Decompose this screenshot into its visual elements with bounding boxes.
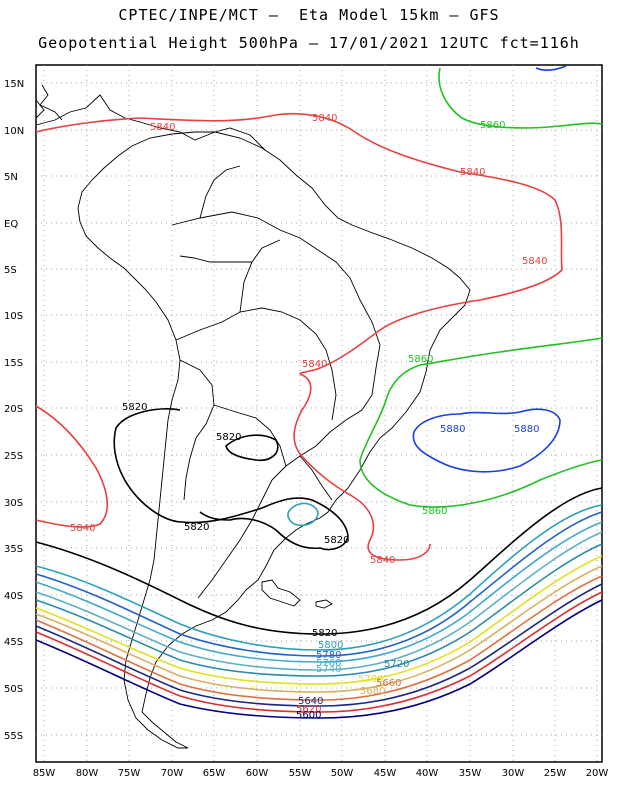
contour-5760-band [35, 521, 603, 663]
lat-tick-label: 35S [4, 544, 23, 555]
contour-5840-north [35, 112, 563, 375]
contour-low-center [287, 502, 319, 527]
contour-label: 5680 [360, 686, 385, 697]
title-line-2: Geopotential Height 500hPa – 17/01/2021 … [38, 34, 580, 52]
lat-tick-label: 15S [4, 358, 23, 369]
lat-tick-label: 5S [4, 265, 17, 276]
contour-label: 5880 [514, 424, 539, 435]
lat-tick-label: 20S [4, 404, 23, 415]
lat-tick-label: 45S [4, 637, 23, 648]
contour-label: 5820 [184, 522, 209, 533]
contour-5700-band [35, 555, 603, 685]
contour-label: 5860 [480, 120, 505, 131]
contour-5640-band [35, 583, 603, 707]
lat-tick-label: 25S [4, 451, 23, 462]
contour-label: 5840 [312, 113, 337, 124]
contour-5720-band [35, 543, 603, 677]
contour-5800-band [35, 504, 603, 651]
coastlines [35, 84, 471, 749]
contour-label: 5820 [216, 432, 241, 443]
contour-label: 5820 [324, 535, 349, 546]
contour-5780-band [35, 511, 603, 657]
lat-tick-label: EQ [4, 219, 18, 230]
contour-5660-band [35, 575, 603, 701]
lon-tick-label: 35W [459, 768, 482, 779]
contour-label: 5860 [422, 506, 447, 517]
lat-tick-label: 5N [4, 172, 18, 183]
contour-5600-band [35, 599, 603, 719]
lon-tick-label: 45W [374, 768, 397, 779]
contour-5820-inner [225, 434, 279, 462]
contour-5840-south [293, 373, 431, 561]
contour-labels: 5840 5840 5840 5840 5840 5840 5840 5860 5860 5860… [70, 113, 547, 721]
lat-tick-label: 15N [4, 79, 24, 90]
lat-tick-label: 50S [4, 684, 23, 695]
lon-tick-label: 75W [118, 768, 141, 779]
contour-label: 5860 [408, 354, 433, 365]
contour-label: 5820 [122, 402, 147, 413]
contour-label: 5840 [522, 256, 547, 267]
lon-tick-label: 20W [586, 768, 609, 779]
contour-label: 5840 [460, 167, 485, 178]
contour-5680-band [35, 565, 603, 693]
lat-tick-label: 10N [4, 126, 24, 137]
contour-label: 5640 [298, 696, 323, 707]
contour-label: 5840 [302, 359, 327, 370]
title-line-1: CPTEC/INPE/MCT – Eta Model 15km – GFS [118, 6, 500, 24]
contour-5860-north [438, 67, 603, 129]
contour-5820-west [113, 408, 349, 551]
contour-5840-west [35, 405, 109, 528]
lon-tick-label: 65W [203, 768, 226, 779]
contour-label: 5660 [376, 678, 401, 689]
contour-label: 5800 [318, 640, 343, 651]
contour-5820-band [35, 487, 603, 635]
contour-label: 5880 [440, 424, 465, 435]
lat-tick-label: 10S [4, 311, 23, 322]
contour-label: 5820 [312, 628, 337, 639]
contour-5860-mid [359, 337, 603, 508]
lat-lon-grid [36, 65, 602, 762]
contour-5880-north [535, 65, 567, 71]
contour-label: 5740 [316, 664, 341, 675]
contour-label: 5700 [358, 674, 383, 685]
contour-label: 5760 [316, 658, 341, 669]
contour-label: 5780 [316, 650, 341, 661]
contour-label: 5840 [150, 122, 175, 133]
lat-tick-label: 40S [4, 591, 23, 602]
contour-label: 5620 [296, 704, 321, 715]
lon-tick-label: 40W [416, 768, 439, 779]
contour-label: 5840 [70, 523, 95, 534]
contour-label: 5840 [370, 555, 395, 566]
contour-label: 5600 [296, 710, 321, 721]
contour-5740-band [35, 531, 603, 671]
lon-tick-label: 80W [76, 768, 99, 779]
lon-tick-label: 30W [502, 768, 525, 779]
lon-tick-label: 85W [33, 768, 56, 779]
map-frame [35, 64, 603, 763]
lon-tick-label: 50W [331, 768, 354, 779]
lon-tick-label: 55W [289, 768, 312, 779]
lat-tick-label: 55S [4, 731, 23, 742]
lon-tick-label: 25W [544, 768, 567, 779]
lon-tick-label: 60W [246, 768, 269, 779]
contours [35, 65, 603, 719]
contour-label: 5720 [384, 659, 409, 670]
contour-5880 [412, 408, 561, 473]
lon-tick-label: 70W [161, 768, 184, 779]
contour-5620-band [35, 591, 603, 713]
lat-tick-label: 30S [4, 498, 23, 509]
tick-labels: 15N 10N 5N EQ 5S 10S 15S 20S 25S 30S 35S 40S 45S 50S 5… [4, 79, 608, 779]
